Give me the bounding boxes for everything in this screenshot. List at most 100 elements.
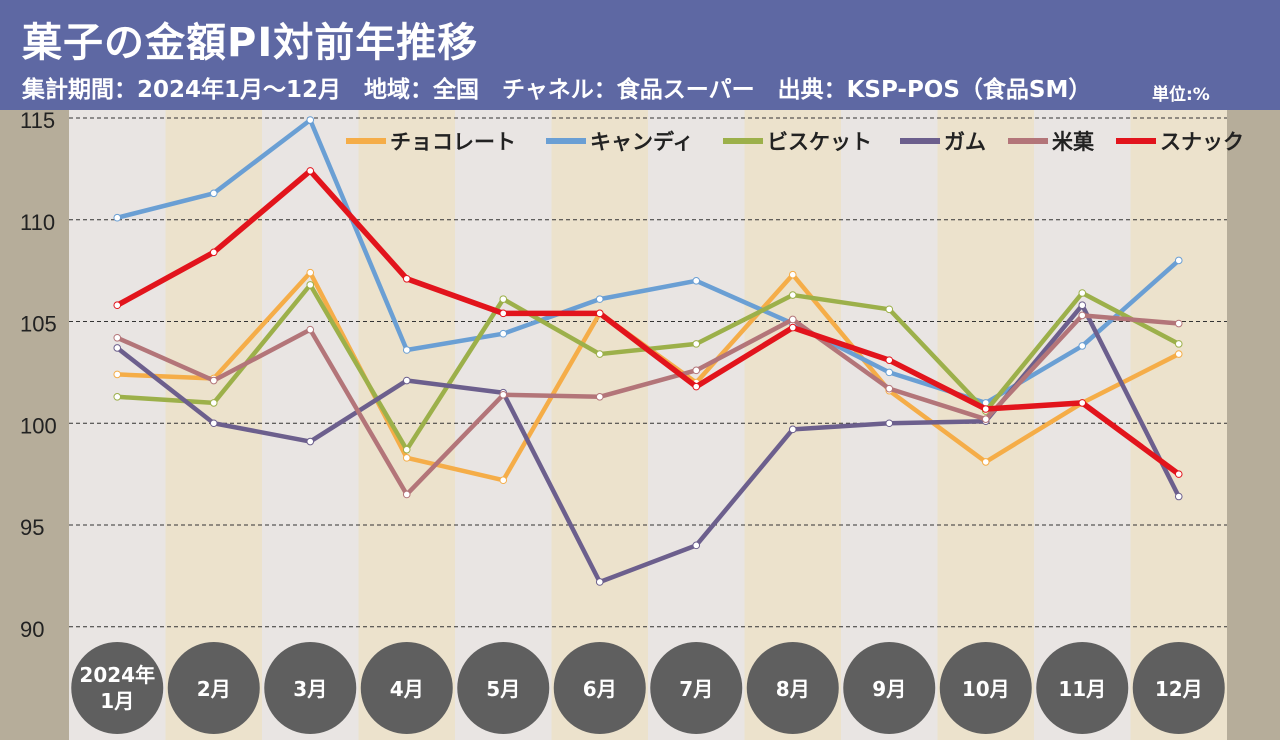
unit-label: 単位:% xyxy=(1152,85,1210,105)
data-point xyxy=(113,344,122,352)
legend-item: チョコレート xyxy=(346,130,516,154)
data-point xyxy=(306,167,315,175)
data-point xyxy=(306,325,315,334)
data-point xyxy=(209,189,218,198)
data-point xyxy=(885,384,894,393)
data-point xyxy=(1174,350,1183,358)
y-tick-label: 100 xyxy=(20,413,57,438)
legend: チョコレート キャンディ ビスケット ガム 米菓 スナック xyxy=(346,130,1244,154)
column-band xyxy=(1130,110,1227,740)
data-point xyxy=(306,281,315,289)
column-bands xyxy=(69,110,1227,740)
x-tick-label: 3月 xyxy=(293,677,327,701)
data-point xyxy=(788,323,797,332)
series-line xyxy=(114,168,1182,477)
data-point xyxy=(499,329,508,338)
x-tick-label: 6月 xyxy=(583,677,617,701)
x-tick-label: 9月 xyxy=(872,677,906,701)
legend-label: ビスケット xyxy=(767,130,872,154)
gridlines xyxy=(69,117,1227,628)
data-point xyxy=(306,116,315,124)
x-tick-label: 8月 xyxy=(776,677,810,701)
data-point xyxy=(692,340,701,348)
series-group xyxy=(113,167,1183,478)
month-circle xyxy=(1132,642,1225,734)
column-band xyxy=(551,110,648,740)
legend-item: スナック xyxy=(1116,130,1244,154)
column-band xyxy=(648,110,745,740)
data-point xyxy=(402,274,411,283)
data-point xyxy=(209,376,218,385)
data-point xyxy=(1078,311,1087,320)
y-tick-label: 115 xyxy=(20,110,55,133)
month-circle xyxy=(746,642,839,734)
data-point xyxy=(692,541,701,550)
x-tick-label: 11月 xyxy=(1058,677,1106,701)
x-tick-label: 2024年 1月 xyxy=(79,663,155,713)
data-point xyxy=(1078,301,1087,310)
data-point xyxy=(402,376,411,385)
month-circle xyxy=(553,642,646,734)
legend-label: ガム xyxy=(944,130,986,154)
data-point xyxy=(1078,342,1087,350)
legend-item: ビスケット xyxy=(723,130,872,154)
data-point xyxy=(692,382,701,391)
data-point xyxy=(1078,289,1087,297)
data-point xyxy=(402,445,411,454)
data-point xyxy=(885,305,894,314)
column-band xyxy=(262,110,359,740)
y-tick-label: 105 xyxy=(20,312,57,337)
legend-label: チョコレート xyxy=(390,130,516,154)
data-point xyxy=(1174,340,1183,348)
data-point xyxy=(209,399,218,407)
data-point xyxy=(402,490,411,499)
data-point xyxy=(1174,470,1183,478)
data-point xyxy=(885,356,894,364)
data-point xyxy=(595,578,604,586)
legend-item: キャンディ xyxy=(546,130,694,154)
data-point xyxy=(981,405,990,413)
data-point xyxy=(1174,319,1183,328)
x-tick-label: 10月 xyxy=(962,677,1010,701)
y-tick-label: 95 xyxy=(20,515,44,540)
y-tick-label: 110 xyxy=(20,210,55,235)
data-point xyxy=(209,248,218,257)
y-axis-ticks: 90 95 100 105 110 115 xyxy=(20,110,57,642)
x-tick-label: 5月 xyxy=(486,677,520,701)
data-point xyxy=(499,309,508,318)
data-point xyxy=(1078,399,1087,407)
series-lines xyxy=(113,116,1183,586)
month-circle xyxy=(264,642,357,734)
month-circle xyxy=(71,642,164,734)
month-circle xyxy=(843,642,936,734)
data-point xyxy=(981,415,990,423)
legend-item: 米菓 xyxy=(1008,130,1095,154)
data-point xyxy=(595,350,604,358)
data-point xyxy=(306,437,315,446)
legend-label: キャンディ xyxy=(590,130,694,154)
chart-title: 菓子の金額PI対前年推移 xyxy=(22,20,479,66)
data-point xyxy=(595,392,604,401)
data-point xyxy=(113,392,122,401)
data-point xyxy=(1174,256,1183,265)
data-point xyxy=(981,458,990,466)
data-point xyxy=(788,425,797,434)
data-point xyxy=(1174,492,1183,501)
legend-item: ガム xyxy=(900,130,986,154)
data-point xyxy=(499,390,508,399)
data-point xyxy=(692,366,701,375)
data-point xyxy=(692,277,701,285)
data-point xyxy=(885,368,894,377)
series-line xyxy=(115,313,1181,497)
x-tick-label: 12月 xyxy=(1155,677,1203,701)
data-point xyxy=(113,370,122,379)
data-point xyxy=(499,295,508,303)
data-point xyxy=(402,346,411,354)
month-circle xyxy=(1036,642,1129,734)
x-axis-month-labels: 2024年 1月 2月 3月 4月 5月 6月 7月 8月 9月 10月 11月 12月 xyxy=(71,642,1225,734)
column-band xyxy=(358,110,455,740)
month-circle xyxy=(650,642,743,734)
chart-header: 菓子の金額PI対前年推移 集計期間：2024年1月～12月 地域：全国 チャネル… xyxy=(0,0,1280,110)
legend-label: 米菓 xyxy=(1052,130,1095,154)
month-circle xyxy=(457,642,550,734)
